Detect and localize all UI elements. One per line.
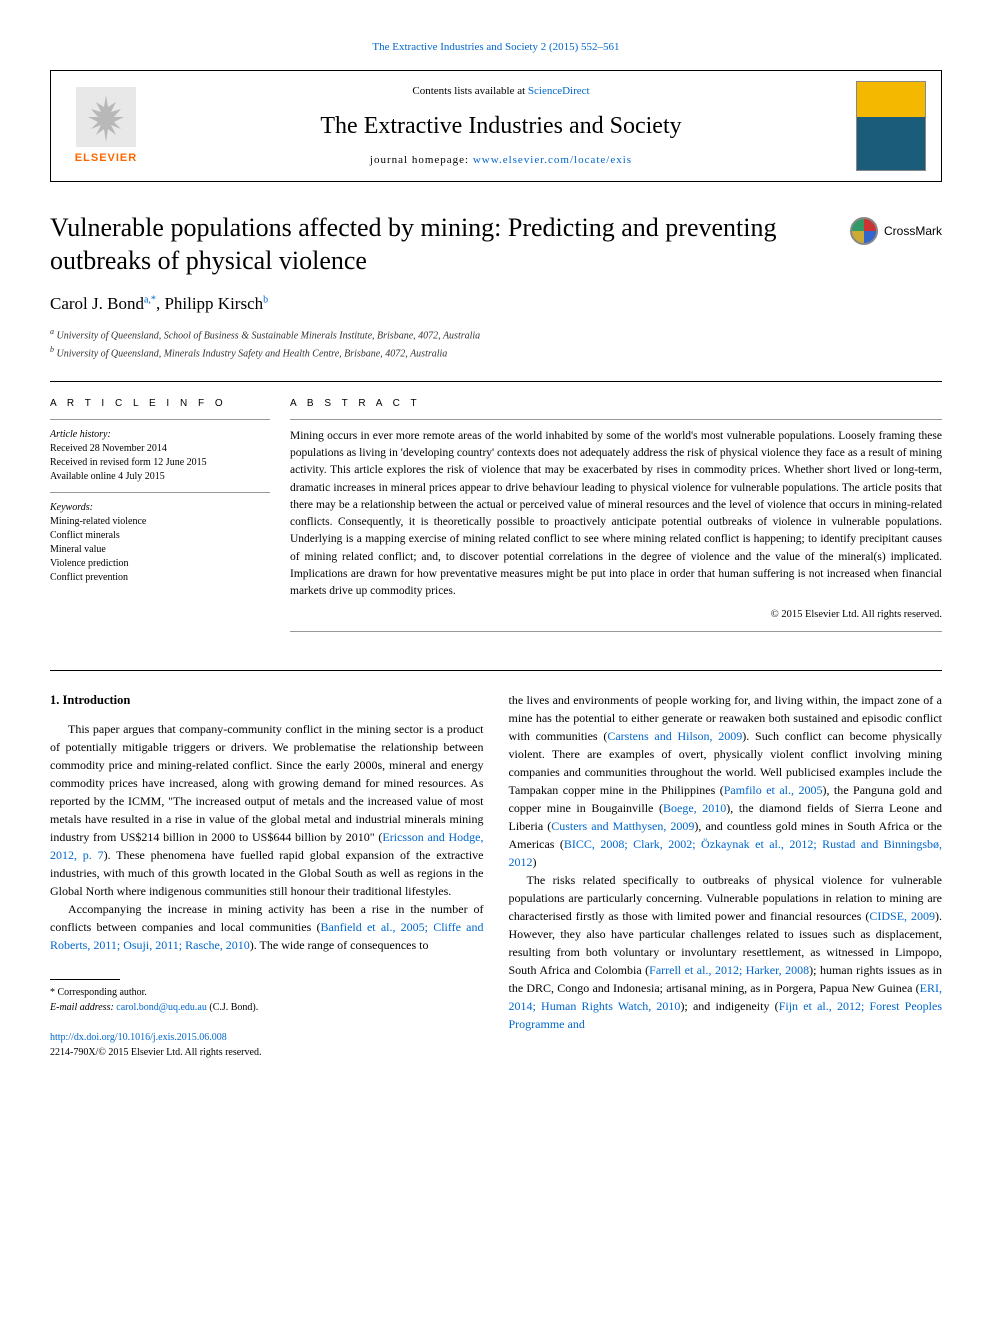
affiliations: a University of Queensland, School of Bu… bbox=[50, 326, 942, 361]
info-divider bbox=[50, 492, 270, 493]
homepage-line: journal homepage: www.elsevier.com/locat… bbox=[146, 153, 856, 168]
info-abstract-row: A R T I C L E I N F O Article history: R… bbox=[50, 381, 942, 640]
body-columns: 1. Introduction This paper argues that c… bbox=[50, 670, 942, 1060]
email-line: E-mail address: carol.bond@uq.edu.au (C.… bbox=[50, 1000, 484, 1015]
journal-header: ELSEVIER Contents lists available at Sci… bbox=[50, 70, 942, 182]
online-date: Available online 4 July 2015 bbox=[50, 470, 270, 484]
citation-link[interactable]: BICC, 2008; Clark, 2002; Özkaynak et al.… bbox=[509, 837, 943, 869]
body-column-right: the lives and environments of people wor… bbox=[509, 691, 943, 1060]
keyword: Conflict minerals bbox=[50, 529, 270, 543]
journal-citation: The Extractive Industries and Society 2 … bbox=[50, 40, 942, 55]
article-title: Vulnerable populations affected by minin… bbox=[50, 212, 942, 277]
article-info: A R T I C L E I N F O Article history: R… bbox=[50, 397, 290, 640]
homepage-link[interactable]: www.elsevier.com/locate/exis bbox=[473, 154, 632, 166]
header-center: Contents lists available at ScienceDirec… bbox=[146, 84, 856, 168]
info-divider bbox=[50, 419, 270, 420]
journal-citation-link[interactable]: The Extractive Industries and Society 2 … bbox=[372, 41, 619, 53]
abstract-text: Mining occurs in ever more remote areas … bbox=[290, 428, 942, 601]
crossmark-icon bbox=[850, 217, 878, 245]
crossmark-label: CrossMark bbox=[884, 224, 942, 239]
citation-link[interactable]: Carstens and Hilson, 2009 bbox=[607, 729, 742, 743]
keywords-label: Keywords: bbox=[50, 501, 270, 515]
section-1-heading: 1. Introduction bbox=[50, 691, 484, 710]
article-title-text: Vulnerable populations affected by minin… bbox=[50, 213, 777, 275]
abstract-copyright: © 2015 Elsevier Ltd. All rights reserved… bbox=[290, 608, 942, 623]
affiliation-a: a University of Queensland, School of Bu… bbox=[50, 326, 942, 343]
citation-link[interactable]: Custers and Matthysen, 2009 bbox=[551, 819, 694, 833]
intro-paragraph-2: Accompanying the increase in mining acti… bbox=[50, 900, 484, 954]
received-date: Received 28 November 2014 bbox=[50, 442, 270, 456]
keyword: Violence prediction bbox=[50, 557, 270, 571]
abstract-column: A B S T R A C T Mining occurs in ever mo… bbox=[290, 397, 942, 640]
contents-line: Contents lists available at ScienceDirec… bbox=[146, 84, 856, 99]
intro-paragraph-3: the lives and environments of people wor… bbox=[509, 691, 943, 871]
abstract-divider bbox=[290, 419, 942, 420]
issn-copyright: 2214-790X/© 2015 Elsevier Ltd. All right… bbox=[50, 1045, 484, 1060]
doi-block: http://dx.doi.org/10.1016/j.exis.2015.06… bbox=[50, 1030, 484, 1060]
affiliation-b: b University of Queensland, Minerals Ind… bbox=[50, 344, 942, 361]
abstract-heading: A B S T R A C T bbox=[290, 397, 942, 411]
crossmark-badge[interactable]: CrossMark bbox=[850, 217, 942, 245]
citation-link[interactable]: CIDSE, 2009 bbox=[869, 909, 935, 923]
doi-link[interactable]: http://dx.doi.org/10.1016/j.exis.2015.06… bbox=[50, 1032, 227, 1043]
author-email-link[interactable]: carol.bond@uq.edu.au bbox=[116, 1002, 207, 1013]
keyword: Conflict prevention bbox=[50, 571, 270, 585]
homepage-prefix: journal homepage: bbox=[370, 154, 473, 166]
sciencedirect-link[interactable]: ScienceDirect bbox=[528, 85, 590, 97]
keyword: Mining-related violence bbox=[50, 515, 270, 529]
elsevier-tree-icon bbox=[76, 87, 136, 147]
contents-prefix: Contents lists available at bbox=[412, 85, 527, 97]
revised-date: Received in revised form 12 June 2015 bbox=[50, 456, 270, 470]
body-column-left: 1. Introduction This paper argues that c… bbox=[50, 691, 484, 1060]
citation-link[interactable]: Boege, 2010 bbox=[663, 801, 726, 815]
keyword: Mineral value bbox=[50, 543, 270, 557]
journal-cover-thumbnail bbox=[856, 81, 926, 171]
authors: Carol J. Bonda,*, Philipp Kirschb bbox=[50, 292, 942, 316]
intro-paragraph-4: The risks related specifically to outbre… bbox=[509, 871, 943, 1033]
corresponding-label: * Corresponding author. bbox=[50, 985, 484, 1000]
history-label: Article history: bbox=[50, 428, 270, 442]
intro-paragraph-1: This paper argues that company-community… bbox=[50, 720, 484, 900]
citation-link[interactable]: Farrell et al., 2012; Harker, 2008 bbox=[649, 963, 809, 977]
article-info-heading: A R T I C L E I N F O bbox=[50, 397, 270, 411]
journal-name: The Extractive Industries and Society bbox=[146, 110, 856, 144]
elsevier-logo: ELSEVIER bbox=[66, 81, 146, 171]
footnote-divider bbox=[50, 979, 120, 980]
abstract-divider-bottom bbox=[290, 631, 942, 632]
corresponding-author-footnote: * Corresponding author. E-mail address: … bbox=[50, 985, 484, 1015]
elsevier-wordmark: ELSEVIER bbox=[75, 151, 137, 166]
citation-link[interactable]: Pamfilo et al., 2005 bbox=[724, 783, 823, 797]
